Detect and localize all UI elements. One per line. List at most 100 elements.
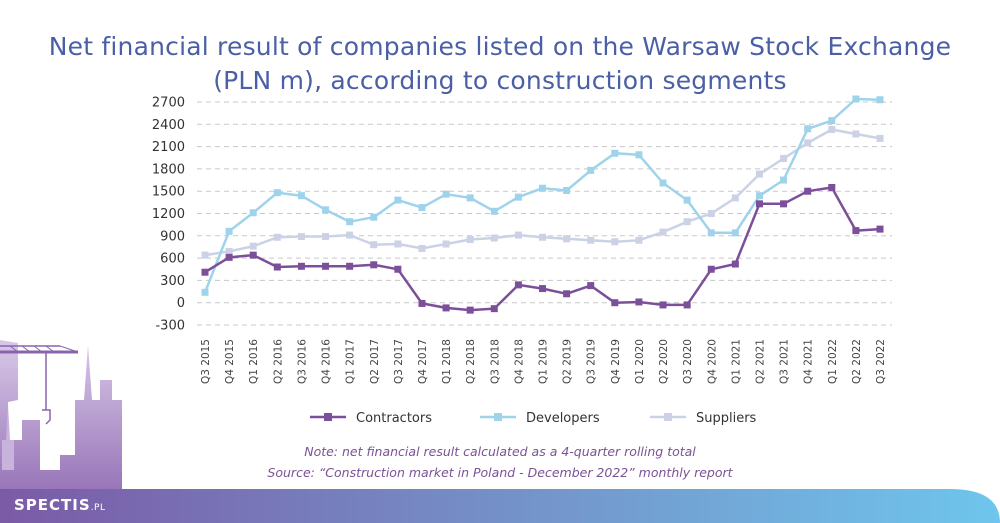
y-tick-label: 600: [160, 252, 185, 267]
legend-marker: [664, 413, 672, 421]
data-point-contractors: [418, 299, 426, 307]
data-point-developers: [490, 207, 498, 215]
x-tick-label: Q3 2020: [682, 339, 694, 384]
x-tick-label: Q3 2019: [586, 339, 598, 384]
x-tick-label: Q1 2018: [441, 339, 453, 384]
data-point-suppliers: [201, 251, 209, 259]
data-point-developers: [394, 196, 402, 204]
chart-title-line-2: (PLN m), according to construction segme…: [213, 66, 787, 95]
data-point-developers: [587, 166, 595, 174]
x-tick-label: Q1 2020: [634, 339, 646, 384]
data-point-contractors: [635, 298, 643, 306]
data-point-suppliers: [804, 139, 812, 147]
y-axis-tick-labels: 2700 2400 2100 1800 1500 1200 900 600 300 0 -300: [152, 96, 185, 334]
legend-label: Developers: [526, 411, 600, 426]
data-point-suppliers: [587, 236, 595, 244]
data-point-contractors: [828, 183, 836, 191]
data-point-contractors: [876, 225, 884, 233]
data-point-developers: [707, 229, 715, 237]
data-point-suppliers: [514, 231, 522, 239]
data-point-suppliers: [322, 233, 330, 241]
x-tick-label: Q4 2018: [513, 339, 525, 384]
data-point-developers: [201, 288, 209, 296]
series-lines: [203, 97, 881, 312]
series-markers: [201, 95, 884, 314]
note-text: Note: net financial result calculated as…: [304, 444, 696, 459]
data-point-contractors: [273, 263, 281, 271]
x-tick-label: Q1 2022: [827, 339, 839, 384]
footer-band: [0, 489, 1000, 523]
data-point-contractors: [442, 304, 450, 312]
data-point-contractors: [659, 301, 667, 309]
y-tick-label: 900: [160, 229, 185, 244]
data-point-contractors: [394, 265, 402, 273]
data-point-contractors: [297, 262, 305, 270]
x-tick-label: Q1 2021: [730, 339, 742, 384]
x-tick-label: Q2 2017: [369, 339, 381, 384]
x-tick-label: Q4 2016: [321, 339, 333, 384]
x-tick-label: Q2 2020: [658, 339, 670, 384]
y-tick-label: 2700: [152, 96, 185, 111]
data-point-contractors: [731, 260, 739, 268]
data-point-developers: [514, 193, 522, 201]
data-point-suppliers: [297, 233, 305, 241]
x-tick-label: Q1 2017: [345, 339, 357, 384]
legend-label: Contractors: [356, 411, 432, 426]
x-axis-tick-labels: Q3 2015 Q4 2015 Q1 2016 Q2 2016 Q3 2016 Q4 20…: [200, 339, 887, 384]
x-tick-label: Q4 2015: [224, 339, 236, 384]
x-tick-label: Q2 2019: [562, 339, 574, 384]
data-point-contractors: [707, 265, 715, 273]
data-point-developers: [755, 192, 763, 200]
data-point-contractors: [201, 268, 209, 276]
source-text: Source: “Construction market in Poland -…: [267, 465, 733, 480]
data-point-suppliers: [828, 126, 836, 134]
x-tick-label: Q2 2018: [465, 339, 477, 384]
data-point-suppliers: [539, 233, 546, 241]
data-point-suppliers: [249, 242, 257, 250]
data-point-contractors: [346, 262, 354, 270]
data-point-suppliers: [394, 240, 402, 248]
x-tick-label: Q3 2015: [200, 339, 212, 384]
data-point-suppliers: [731, 194, 739, 202]
chart-title-line-1: Net financial result of companies listed…: [48, 32, 952, 61]
data-point-developers: [828, 117, 836, 125]
data-point-contractors: [683, 301, 691, 309]
data-point-suppliers: [780, 154, 788, 162]
data-point-contractors: [804, 187, 812, 195]
data-point-suppliers: [659, 228, 667, 236]
data-point-developers: [249, 209, 257, 217]
data-point-suppliers: [852, 130, 860, 138]
data-point-developers: [611, 149, 619, 157]
data-point-developers: [780, 176, 788, 184]
data-point-suppliers: [635, 236, 643, 244]
data-point-developers: [659, 179, 667, 187]
data-point-suppliers: [490, 234, 498, 242]
data-point-developers: [876, 96, 884, 104]
data-point-developers: [852, 95, 860, 103]
data-point-developers: [466, 194, 474, 202]
x-tick-label: Q4 2020: [706, 339, 718, 384]
data-point-developers: [442, 190, 450, 198]
data-point-suppliers: [707, 210, 715, 217]
x-tick-label: Q3 2016: [296, 339, 308, 384]
data-point-developers: [563, 186, 571, 194]
x-tick-label: Q3 2021: [779, 339, 791, 384]
logo-main: SPECTIS: [14, 496, 91, 514]
grid-lines: [197, 101, 892, 326]
legend-marker: [324, 413, 332, 421]
chart-title: Net financial result of companies listed…: [0, 30, 1000, 98]
x-tick-label: Q3 2022: [875, 339, 887, 384]
data-point-contractors: [587, 282, 595, 290]
data-point-developers: [731, 229, 739, 237]
y-tick-label: 1800: [152, 162, 185, 177]
data-point-suppliers: [466, 236, 474, 244]
x-tick-label: Q3 2018: [489, 339, 501, 384]
x-tick-label: Q2 2022: [851, 339, 863, 384]
data-point-contractors: [322, 262, 330, 270]
x-tick-label: Q3 2017: [393, 339, 405, 384]
data-point-contractors: [755, 200, 763, 208]
x-tick-label: Q1 2016: [248, 339, 260, 384]
data-point-contractors: [514, 281, 522, 289]
data-point-suppliers: [611, 238, 619, 246]
